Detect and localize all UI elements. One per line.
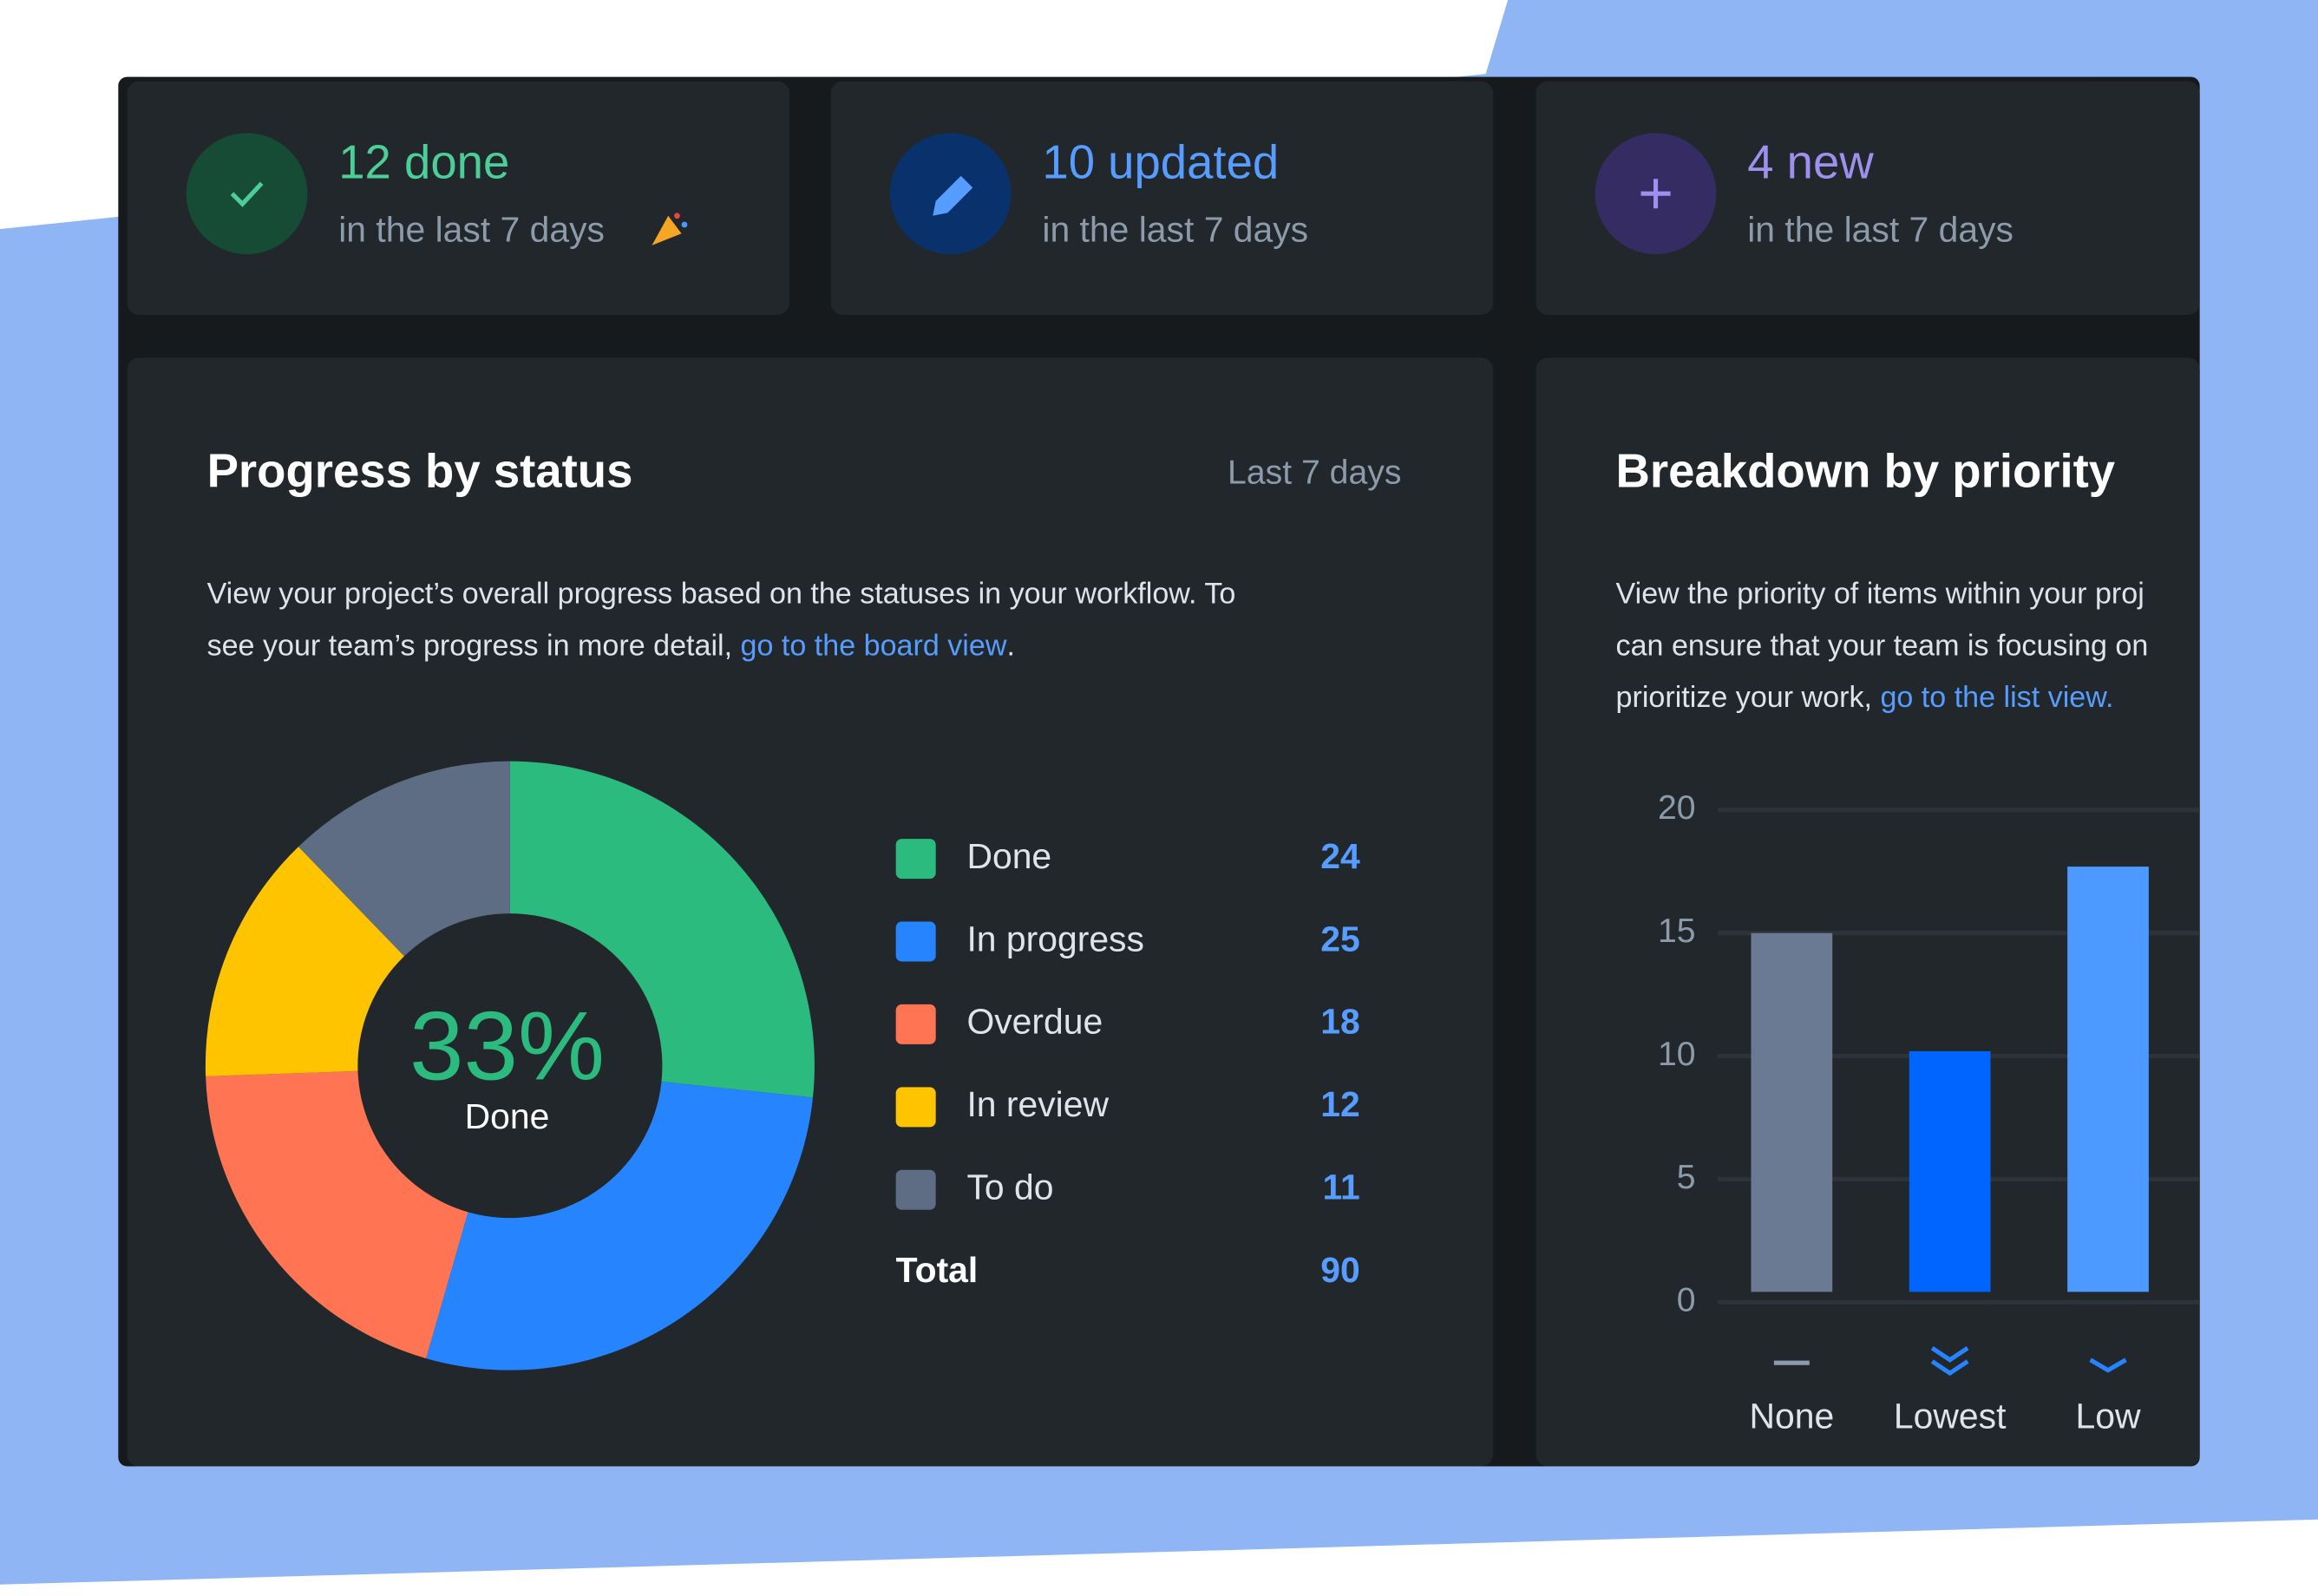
- legend-label: Overdue: [966, 1002, 1103, 1042]
- donut-slice: [298, 761, 510, 957]
- stat-card: [127, 81, 789, 315]
- bar: [1751, 932, 1833, 1292]
- description-text: prioritize your work,: [1616, 681, 1881, 714]
- donut-slice: [205, 847, 404, 1076]
- y-tick-label: 5: [1677, 1159, 1696, 1196]
- stat-card: [1536, 81, 2200, 315]
- legend-label: In review: [966, 1084, 1109, 1124]
- icon-done: [186, 133, 308, 255]
- stat-card: [830, 81, 1494, 315]
- panel-title: Progress by status: [207, 444, 633, 497]
- x-tick-label: Lowest: [1894, 1396, 2007, 1436]
- legend-swatch: [895, 839, 936, 880]
- card-headline: 12 done: [338, 135, 509, 188]
- donut-slice: [206, 1070, 468, 1359]
- description: prioritize your work, go to the list vie…: [1616, 681, 2114, 714]
- description: see your team’s progress in more detail,…: [207, 629, 1015, 662]
- panel: [1536, 357, 2200, 1467]
- card-subtitle: in the last 7 days: [1042, 209, 1308, 249]
- legend-value: 12: [1320, 1084, 1359, 1124]
- total-label: Total: [896, 1250, 979, 1290]
- description: View your project’s overall progress bas…: [207, 578, 1236, 611]
- legend-swatch: [895, 1087, 936, 1128]
- card-subtitle: in the last 7 days: [1747, 209, 2014, 249]
- y-tick-label: 10: [1658, 1036, 1696, 1073]
- panel-title: Breakdown by priority: [1616, 444, 2116, 497]
- priority-icon: [1930, 1345, 1969, 1377]
- description-text: .: [1006, 629, 1014, 662]
- legend-value: 18: [1320, 1002, 1359, 1042]
- legend-value: 24: [1320, 836, 1360, 876]
- legend-swatch: [895, 921, 936, 962]
- bar: [2067, 867, 2149, 1292]
- x-tick-label: None: [1749, 1396, 1834, 1436]
- card-subtitle: in the last 7 days: [338, 209, 605, 249]
- legend-label: In progress: [966, 919, 1143, 958]
- legend-label: To do: [966, 1168, 1053, 1207]
- y-tick-label: 20: [1658, 789, 1696, 827]
- legend-swatch: [895, 1004, 936, 1044]
- x-tick-label: Low: [2076, 1396, 2141, 1436]
- card-headline: 10 updated: [1042, 135, 1279, 188]
- donut-slice: [426, 1081, 814, 1370]
- legend-label: Done: [966, 836, 1051, 876]
- description: View the priority of items within your p…: [1616, 578, 2144, 611]
- pencil-icon: [933, 175, 973, 216]
- plus-icon: [1640, 179, 1671, 209]
- legend-value: 11: [1323, 1168, 1360, 1207]
- period-label: Last 7 days: [1228, 454, 1401, 491]
- party-icon: [652, 213, 688, 245]
- donut-center-value: 33%: [409, 991, 605, 1101]
- total-value: 90: [1320, 1250, 1359, 1290]
- donut-slice: [509, 761, 815, 1098]
- list-link[interactable]: go to the list view.: [1880, 681, 2113, 714]
- check-icon: [230, 181, 264, 207]
- y-tick-label: 15: [1658, 912, 1696, 950]
- board-link[interactable]: go to the board view: [741, 629, 1007, 662]
- priority-icon: [2089, 1357, 2127, 1373]
- y-tick-label: 0: [1677, 1282, 1696, 1319]
- priority-panel: Breakdown by priority View the priority …: [1616, 444, 2200, 1436]
- legend-swatch: [895, 1169, 936, 1210]
- bar: [1909, 1050, 1991, 1292]
- card-headline: 4 new: [1747, 135, 1874, 188]
- legend-value: 25: [1320, 919, 1359, 958]
- description-text: see your team’s progress in more detail,: [207, 629, 741, 662]
- panel: [127, 357, 1494, 1467]
- description: can ensure that your team is focusing on: [1616, 629, 2149, 662]
- donut-center-label: Done: [465, 1096, 550, 1136]
